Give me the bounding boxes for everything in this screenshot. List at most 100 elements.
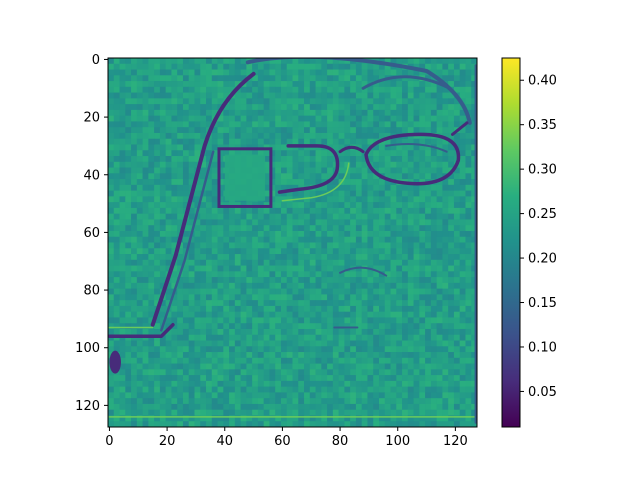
heatmap-cell xyxy=(200,323,207,330)
heatmap-cell xyxy=(206,86,213,93)
heatmap-cell xyxy=(471,317,477,324)
heatmap-cell xyxy=(448,219,455,226)
heatmap-cell xyxy=(373,300,380,307)
heatmap-cell xyxy=(206,219,213,226)
heatmap-cell xyxy=(448,392,455,399)
heatmap-cell xyxy=(234,305,241,312)
heatmap-cell xyxy=(131,98,138,105)
heatmap-cell xyxy=(459,196,466,203)
heatmap-cell xyxy=(425,259,432,266)
colorbar-tick-label: 0.15 xyxy=(528,296,557,311)
heatmap-cell xyxy=(159,340,166,347)
heatmap-cell xyxy=(430,109,437,116)
heatmap-cell xyxy=(280,115,288,122)
heatmap-cell xyxy=(350,167,357,174)
heatmap-cell xyxy=(200,375,207,382)
heatmap-cell xyxy=(108,305,115,312)
heatmap-cell xyxy=(217,352,224,359)
heatmap-cell xyxy=(413,248,420,255)
heatmap-cell xyxy=(194,334,201,341)
heatmap-cell xyxy=(304,415,311,422)
heatmap-cell xyxy=(217,179,224,186)
heatmap-cell xyxy=(177,403,184,411)
heatmap-cell xyxy=(171,294,178,301)
colorbar-tick-label: 0.05 xyxy=(528,385,557,400)
heatmap-cell xyxy=(211,184,218,191)
heatmap-cell xyxy=(136,156,143,163)
heatmap-cell xyxy=(315,184,322,191)
heatmap-cell xyxy=(182,398,190,405)
heatmap-cell xyxy=(286,63,293,70)
heatmap-cell xyxy=(390,352,397,359)
heatmap-cell xyxy=(211,386,218,393)
heatmap-cell xyxy=(419,380,426,387)
heatmap-cell xyxy=(159,173,166,180)
heatmap-cell xyxy=(448,202,455,209)
plot-frame xyxy=(107,57,478,428)
heatmap-cell xyxy=(240,115,247,122)
heatmap-cell xyxy=(327,173,334,180)
heatmap-cell xyxy=(344,282,351,289)
heatmap-cell xyxy=(159,392,166,399)
heatmap-cell xyxy=(275,311,282,318)
heatmap-cell xyxy=(177,92,184,99)
heatmap-cell xyxy=(229,346,236,353)
heatmap-cell xyxy=(200,81,207,88)
heatmap-cell xyxy=(350,282,357,289)
heatmap-cell xyxy=(332,271,339,278)
heatmap-cell xyxy=(350,104,357,111)
heatmap-cell xyxy=(131,311,138,318)
heatmap-cell xyxy=(194,127,201,134)
heatmap-cell xyxy=(292,69,299,76)
heatmap-cell xyxy=(430,282,437,289)
heatmap-cell xyxy=(286,150,293,157)
heatmap-cell xyxy=(177,277,184,284)
heatmap-cell xyxy=(425,190,432,197)
heatmap-cell xyxy=(182,156,190,163)
heatmap-cell xyxy=(188,248,195,255)
heatmap-cell xyxy=(355,288,362,295)
heatmap-cell xyxy=(413,81,420,88)
heatmap-cell xyxy=(292,190,299,197)
heatmap-cell xyxy=(304,386,311,393)
heatmap-cell xyxy=(396,98,403,105)
heatmap-cell xyxy=(234,132,241,140)
heatmap-cell xyxy=(119,98,126,105)
heatmap-cell xyxy=(246,115,253,122)
heatmap-cell xyxy=(275,132,282,140)
heatmap-cell xyxy=(304,398,311,405)
heatmap-cell xyxy=(108,144,115,151)
heatmap-cell xyxy=(442,132,449,140)
heatmap-cell xyxy=(448,409,455,416)
heatmap-cell xyxy=(396,184,403,191)
heatmap-cell xyxy=(263,369,270,376)
heatmap-cell xyxy=(407,98,414,105)
heatmap-cell xyxy=(246,138,253,145)
heatmap-cell xyxy=(327,352,334,359)
heatmap-cell xyxy=(200,346,207,353)
heatmap-cell xyxy=(223,242,230,249)
right-lens xyxy=(364,132,461,186)
heatmap-cell xyxy=(459,323,466,330)
heatmap-cell xyxy=(436,409,443,416)
heatmap-cell xyxy=(453,415,461,422)
heatmap-cell xyxy=(321,63,328,70)
heatmap-cell xyxy=(332,230,339,238)
heatmap-cell xyxy=(142,132,149,140)
heatmap-cell xyxy=(211,150,218,157)
heatmap-cell xyxy=(373,121,380,128)
heatmap-cell xyxy=(436,58,443,65)
heatmap-cell xyxy=(453,109,461,116)
heatmap-cell xyxy=(298,69,305,76)
heatmap-cell xyxy=(177,219,184,226)
heatmap-cell xyxy=(298,207,305,214)
heatmap-cell xyxy=(344,207,351,214)
heatmap-cell xyxy=(338,363,345,370)
heatmap-cell xyxy=(459,340,466,347)
heatmap-cell xyxy=(292,300,299,307)
heatmap-cell xyxy=(136,323,143,330)
heatmap-cell xyxy=(142,184,149,191)
heatmap-cell xyxy=(327,259,334,266)
heatmap-cell xyxy=(384,173,391,180)
heatmap-cell xyxy=(206,300,213,307)
